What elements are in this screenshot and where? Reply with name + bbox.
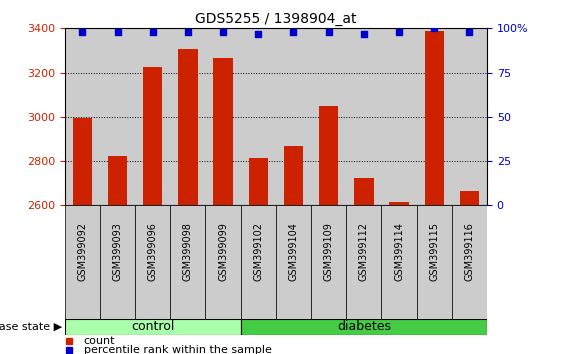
Point [324,29,333,35]
Bar [65,205,100,319]
Point [395,29,404,35]
Text: percentile rank within the sample: percentile rank within the sample [84,344,271,354]
Point [359,31,368,36]
Point [184,29,193,35]
Bar [108,155,127,205]
Text: GSM399115: GSM399115 [429,222,439,281]
Bar [249,158,268,205]
Bar [143,67,162,205]
Bar [382,28,417,205]
Bar [284,145,303,205]
Bar [100,28,135,205]
Point [148,29,157,35]
Bar [346,205,382,319]
Text: GSM399098: GSM399098 [183,222,193,281]
Bar [417,205,452,319]
Text: diabetes: diabetes [337,320,391,333]
Bar [241,28,276,205]
Bar [213,58,233,205]
Bar [452,205,487,319]
Bar [135,205,171,319]
Text: GSM399093: GSM399093 [113,222,123,281]
Text: GSM399102: GSM399102 [253,222,263,281]
Bar [417,28,452,205]
Bar [452,28,487,205]
Point [218,29,227,35]
Text: GSM399109: GSM399109 [324,222,334,281]
Bar [135,28,171,205]
Bar [460,191,479,205]
Text: GSM399099: GSM399099 [218,222,228,281]
Bar [171,205,205,319]
Bar [65,319,241,335]
Text: control: control [131,320,175,333]
Bar [241,205,276,319]
Text: GSM399116: GSM399116 [464,222,475,281]
Bar [311,28,346,205]
Bar [205,205,241,319]
Bar [65,28,100,205]
Bar [311,205,346,319]
Bar [354,178,373,205]
Title: GDS5255 / 1398904_at: GDS5255 / 1398904_at [195,12,356,26]
Bar [171,28,205,205]
Bar [319,106,338,205]
Point [78,29,87,35]
Bar [390,202,409,205]
Bar [346,28,382,205]
Point [254,31,263,36]
Bar [73,118,92,205]
Point [465,29,474,35]
Bar [241,319,487,335]
Text: count: count [84,336,115,346]
Text: GSM399092: GSM399092 [77,222,87,281]
Text: GSM399114: GSM399114 [394,222,404,281]
Text: disease state ▶: disease state ▶ [0,321,62,332]
Text: GSM399104: GSM399104 [288,222,298,281]
Bar [100,205,135,319]
Point [289,29,298,35]
Text: GSM399096: GSM399096 [148,222,158,281]
Bar [178,49,198,205]
Bar [276,28,311,205]
Point [430,25,439,31]
Point [113,29,122,35]
Bar [276,205,311,319]
Text: GSM399112: GSM399112 [359,222,369,281]
Bar [382,205,417,319]
Bar [425,30,444,205]
Bar [205,28,241,205]
